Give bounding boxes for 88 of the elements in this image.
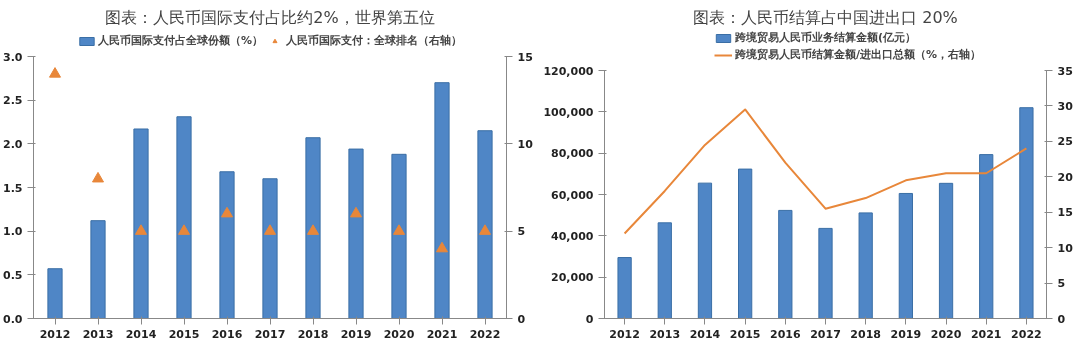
bar (176, 116, 192, 319)
y-tick-label: 0 (585, 312, 594, 326)
y2-tick-label: 15 (1057, 206, 1073, 220)
y-tick-label: 0.0 (3, 312, 23, 326)
point (479, 224, 491, 235)
x-tick-label: 2016 (770, 327, 801, 341)
bar (617, 257, 632, 319)
y2-tick-label: 20 (1057, 170, 1074, 184)
y-tick-label: 2.5 (3, 94, 23, 108)
x-tick-label: 2016 (211, 327, 243, 341)
bar (738, 168, 753, 319)
y2-tick-label: 30 (1057, 99, 1074, 113)
point (49, 67, 61, 78)
x-tick-label: 2013 (649, 327, 681, 341)
point (307, 224, 319, 235)
line-series (623, 108, 1028, 235)
x-tick-label: 2018 (297, 327, 329, 341)
bar (979, 154, 994, 319)
y-tick-label: 0.5 (3, 268, 23, 282)
y-tick-label: 40,000 (551, 229, 594, 243)
point (350, 206, 362, 218)
x-tick-label: 2015 (168, 327, 200, 341)
legend-label: 跨境贸易人民币业务结算金额(亿元） (735, 30, 917, 45)
chart-title: 图表：人民币国际支付占比约2%，世界第五位 (105, 7, 435, 27)
y-tick-label: 2.0 (3, 137, 23, 151)
y-tick-label: 3.0 (3, 50, 23, 64)
x-tick-label: 2022 (1011, 327, 1042, 341)
bar (391, 153, 407, 319)
y2-tick-label: 35 (1057, 64, 1073, 78)
bar (47, 268, 63, 319)
x-tick-label: 2017 (254, 327, 286, 341)
bar (219, 171, 235, 319)
bar (858, 212, 873, 319)
point (178, 224, 190, 235)
y-tick-label: 80,000 (551, 147, 594, 161)
x-tick-label: 2015 (729, 327, 761, 341)
y2-tick-label: 10 (517, 137, 534, 151)
bar (818, 227, 833, 319)
bar (1019, 107, 1034, 319)
x-tick-label: 2012 (39, 327, 71, 341)
x-tick-label: 2019 (340, 327, 372, 341)
point (221, 206, 233, 218)
bar (697, 182, 713, 319)
point (436, 241, 448, 253)
x-tick-label: 2021 (970, 327, 1002, 341)
y-tick-label: 1.0 (3, 225, 23, 239)
bar (305, 137, 321, 319)
y-tick-label: 20,000 (551, 271, 594, 285)
x-tick-label: 2014 (689, 327, 721, 341)
y2-tick-label: 25 (1057, 135, 1073, 149)
bar (898, 192, 913, 319)
bar (133, 128, 149, 319)
x-tick-label: 2014 (125, 327, 157, 341)
y2-tick-label: 5 (1057, 277, 1066, 291)
point (393, 224, 405, 235)
bar (90, 220, 106, 319)
y2-tick-label: 5 (517, 225, 526, 239)
bar (348, 148, 364, 319)
y-tick-label: 1.5 (3, 181, 23, 195)
x-tick-label: 2020 (383, 327, 415, 341)
point (135, 224, 147, 235)
point (264, 224, 276, 235)
legend-label: 人民币国际支付占全球份额（%） (97, 33, 264, 48)
legend-label: 跨境贸易人民币结算金额/进出口总额（%，右轴） (735, 47, 982, 62)
y2-tick-label: 0 (517, 312, 526, 326)
x-tick-label: 2012 (609, 327, 640, 341)
x-tick-label: 2013 (82, 327, 114, 341)
y-tick-label: 60,000 (551, 188, 594, 202)
x-tick-label: 2020 (930, 327, 962, 341)
y-tick-label: 100,000 (543, 105, 594, 119)
y-tick-label: 120,000 (543, 64, 594, 78)
y2-tick-label: 0 (1057, 312, 1066, 326)
x-tick-label: 2018 (850, 327, 881, 341)
x-tick-label: 2019 (890, 327, 922, 341)
x-tick-label: 2017 (810, 327, 841, 341)
bar (434, 82, 450, 319)
bar (657, 222, 672, 319)
point (92, 171, 104, 183)
bar (477, 130, 493, 319)
legend-label: 人民币国际支付：全球排名（右轴） (286, 33, 463, 48)
bar (938, 182, 954, 319)
y2-tick-label: 15 (517, 50, 533, 64)
bar (778, 209, 793, 319)
x-tick-label: 2021 (426, 327, 458, 341)
y2-tick-label: 10 (1057, 241, 1074, 255)
x-tick-label: 2022 (469, 327, 501, 341)
chart-title: 图表：人民币结算占中国进出口 20% (693, 7, 958, 27)
bar (262, 178, 278, 319)
